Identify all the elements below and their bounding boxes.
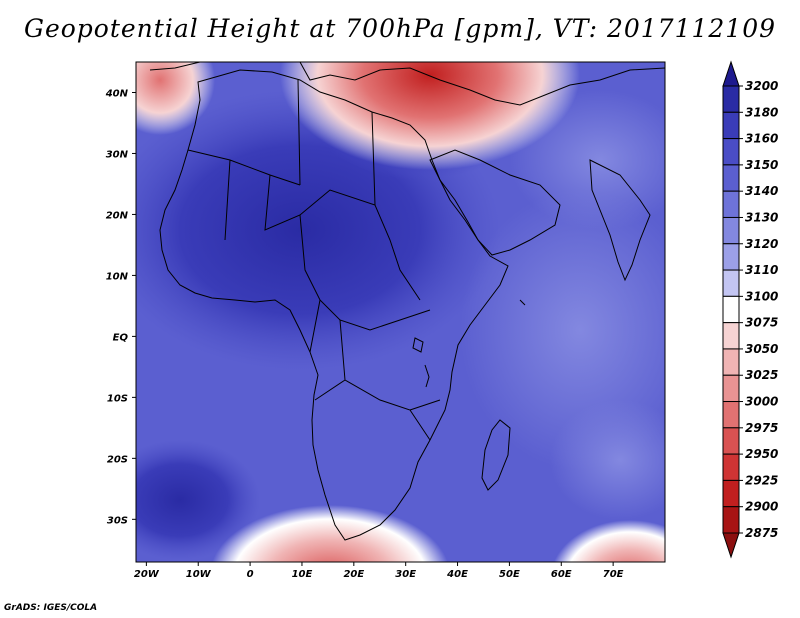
lon-tick-label: 70E <box>603 569 624 580</box>
lon-tick-label: 40E <box>446 569 468 580</box>
lon-tick-label: 30E <box>395 569 416 580</box>
colorbar-label: 2900 <box>745 500 778 514</box>
colorbar-label: 2975 <box>745 421 778 435</box>
colorbar-segment <box>722 479 740 508</box>
india-coastline <box>589 159 651 282</box>
colorbar-label: 3120 <box>745 237 778 251</box>
geopotential-field <box>136 62 665 562</box>
colorbar-segment <box>722 348 740 376</box>
colorbar-segment <box>722 427 740 455</box>
colorbar-segment <box>722 295 740 324</box>
colorbar-segment <box>722 401 740 429</box>
colorbar-label: 3140 <box>745 184 778 198</box>
lon-tick-label: 0 <box>247 569 254 580</box>
lat-tick-label: 20N <box>106 210 129 221</box>
colorbar-segment <box>722 216 740 245</box>
colorbar-segment <box>722 506 740 534</box>
colorbar-segment <box>722 374 740 403</box>
colorbar-segment <box>722 138 740 166</box>
lon-tick-label: 20E <box>343 569 364 580</box>
lat-tick-label: EQ <box>113 332 129 343</box>
colorbar-segment <box>722 243 740 271</box>
arabia-coastline <box>429 149 561 256</box>
lat-tick-label: 10N <box>106 271 129 282</box>
map-frame <box>135 61 666 563</box>
colorbar-label: 3200 <box>745 79 778 93</box>
lat-tick-label: 30S <box>107 515 128 526</box>
colorbar-segment <box>722 269 740 297</box>
colorbar-segment <box>722 190 740 218</box>
lat-tick-label: 30N <box>106 149 129 160</box>
colorbar-label: 3150 <box>745 158 778 172</box>
colorbar-label: 3180 <box>745 105 778 119</box>
colorbar-label: 3110 <box>745 263 778 277</box>
lat-tick-label: 20S <box>107 454 128 465</box>
colorbar-label: 3100 <box>745 289 778 303</box>
lon-tick-label: 10E <box>292 569 313 580</box>
lakes <box>412 299 526 388</box>
lon-tick-label: 60E <box>551 569 572 580</box>
madagascar-coastline <box>481 419 511 491</box>
chart-title: Geopotential Height at 700hPa [gpm], VT:… <box>23 14 777 43</box>
africa-coastline <box>159 69 509 541</box>
lon-tick-label: 50E <box>499 569 520 580</box>
country-borders <box>187 79 441 441</box>
colorbar-label: 2925 <box>745 473 778 487</box>
colorbar-segment <box>722 532 740 559</box>
europe-coastline <box>149 62 665 106</box>
colorbar-segment <box>722 453 740 481</box>
colorbar-label: 3130 <box>745 210 778 224</box>
colorbar-segment <box>722 85 740 113</box>
colorbar: 3200 3180 3160 3150 3140 3130 3120 3110 3100 3075… <box>722 60 778 559</box>
lon-tick-label: 20W <box>134 569 160 580</box>
axis-layer: 20W 10W 0 10E 20E 30E 40E 50E 60E 70E 40N 30N 20N 10N… <box>105 88 624 580</box>
colorbar-label: 3000 <box>745 395 778 409</box>
colorbar-label: 2875 <box>745 526 778 540</box>
colorbar-label: 2950 <box>745 447 778 461</box>
colorbar-segment <box>722 60 740 87</box>
colorbar-segment <box>722 322 740 350</box>
lat-tick-label: 10S <box>107 393 128 404</box>
colorbar-segment <box>722 111 740 140</box>
lat-tick-label: 40N <box>105 88 129 99</box>
grads-credit: GrADS: IGES/COLA <box>4 603 98 613</box>
colorbar-label: 3160 <box>745 132 778 146</box>
colorbar-label: 3075 <box>745 316 778 330</box>
lon-tick-label: 10W <box>186 569 212 580</box>
colorbar-label: 3050 <box>745 342 778 356</box>
colorbar-label: 3025 <box>745 368 778 382</box>
coastlines <box>149 62 665 541</box>
colorbar-segment <box>722 164 740 192</box>
